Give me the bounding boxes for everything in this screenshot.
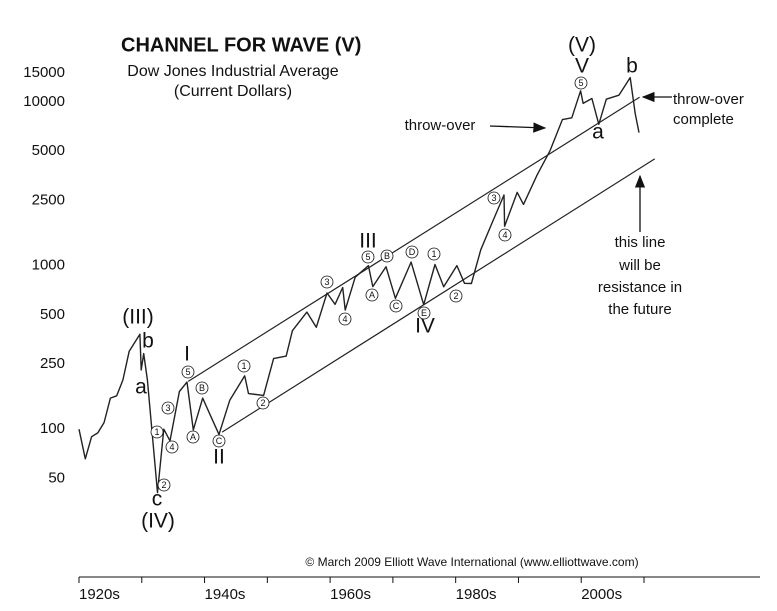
note: resistance in <box>598 279 682 296</box>
wave-circle <box>320 275 334 289</box>
x-tick-label: 1980s <box>456 586 497 603</box>
circled-label: 5 <box>578 78 583 88</box>
circled-label: B <box>199 383 205 393</box>
wave-circle <box>361 250 375 264</box>
note: the future <box>608 301 671 318</box>
y-tick-label: 2500 <box>32 191 65 208</box>
circled-label: 4 <box>502 230 507 240</box>
circled-label: B <box>384 251 390 261</box>
chart-subtitle: Dow Jones Industrial Average <box>127 63 338 80</box>
y-tick-label: 500 <box>40 306 65 323</box>
wave-circle <box>186 430 200 444</box>
wave-circle <box>487 191 501 205</box>
wave-label: b <box>626 55 638 78</box>
wave-circle <box>195 381 209 395</box>
chart-subtitle: (Current Dollars) <box>174 83 292 100</box>
wave-label: III <box>359 230 377 253</box>
circled-label: D <box>409 247 416 257</box>
circled-label: 3 <box>165 403 170 413</box>
wave-label: V <box>575 55 589 78</box>
circled-label: E <box>421 308 427 318</box>
circled-label: C <box>216 436 223 446</box>
wave-label: c <box>152 488 163 511</box>
wave-circle <box>161 401 175 415</box>
y-tick-label: 100 <box>40 420 65 437</box>
y-tick-label: 1000 <box>32 257 65 274</box>
circled-label: 3 <box>491 193 496 203</box>
x-tick-label: 2000s <box>581 586 622 603</box>
wave-label: b <box>142 330 154 353</box>
wave-circle <box>380 249 394 263</box>
wave-circle <box>212 434 226 448</box>
y-tick-label: 50 <box>48 469 65 486</box>
wave-circle <box>157 478 171 492</box>
source-note: © March 2009 Elliott Wave International … <box>305 555 638 569</box>
wave-circle <box>405 245 419 259</box>
y-tick-label: 250 <box>40 355 65 372</box>
wave-circle <box>150 425 164 439</box>
wave-circle <box>237 359 251 373</box>
wave-circle <box>365 288 379 302</box>
chart-title: CHANNEL FOR WAVE (V) <box>121 34 361 56</box>
wave-label: a <box>592 121 604 144</box>
wave-circle <box>338 312 352 326</box>
note: this line <box>615 234 666 251</box>
y-tick-label: 10000 <box>23 93 65 110</box>
wave-circle <box>417 306 431 320</box>
x-tick-label: 1940s <box>205 586 246 603</box>
circled-label: 2 <box>161 480 166 490</box>
wave-circle <box>498 228 512 242</box>
circled-label: 1 <box>154 427 159 437</box>
x-tick-label: 1960s <box>330 586 371 603</box>
price-line <box>78 76 640 494</box>
circled-label: 5 <box>365 252 370 262</box>
circled-label: 1 <box>241 361 246 371</box>
channel-line <box>221 158 656 433</box>
wave-circle <box>165 440 179 454</box>
wave-circle <box>389 299 403 313</box>
wave-circle <box>427 247 441 261</box>
circled-label: 2 <box>453 291 458 301</box>
channel-line <box>187 96 640 382</box>
wave-label: (V) <box>568 34 596 57</box>
note: throw-over <box>673 91 744 108</box>
wave-label: IV <box>415 315 435 338</box>
y-tick-label: 5000 <box>32 142 65 159</box>
circled-label: 4 <box>342 314 347 324</box>
wave-label: I <box>184 343 190 366</box>
wave-label: (III) <box>122 306 154 329</box>
wave-circle <box>181 365 195 379</box>
wave-circle <box>574 76 588 90</box>
wave-label: (IV) <box>141 510 175 533</box>
circled-label: 2 <box>260 398 265 408</box>
circled-label: A <box>369 290 375 300</box>
note: throw-over <box>405 117 476 134</box>
circled-label: 4 <box>169 442 174 452</box>
circled-label: C <box>393 301 400 311</box>
y-tick-label: 15000 <box>23 64 65 81</box>
note: complete <box>673 111 734 128</box>
wave-label: a <box>135 376 147 399</box>
x-tick-label: 1920s <box>79 586 120 603</box>
circled-label: 1 <box>431 249 436 259</box>
circled-label: 5 <box>185 367 190 377</box>
circled-label: 3 <box>324 277 329 287</box>
note: will be <box>618 257 661 274</box>
wave-circle <box>256 396 270 410</box>
wave-label: II <box>213 446 225 469</box>
arrow <box>489 122 547 133</box>
circled-label: A <box>190 432 196 442</box>
wave-circle <box>449 289 463 303</box>
